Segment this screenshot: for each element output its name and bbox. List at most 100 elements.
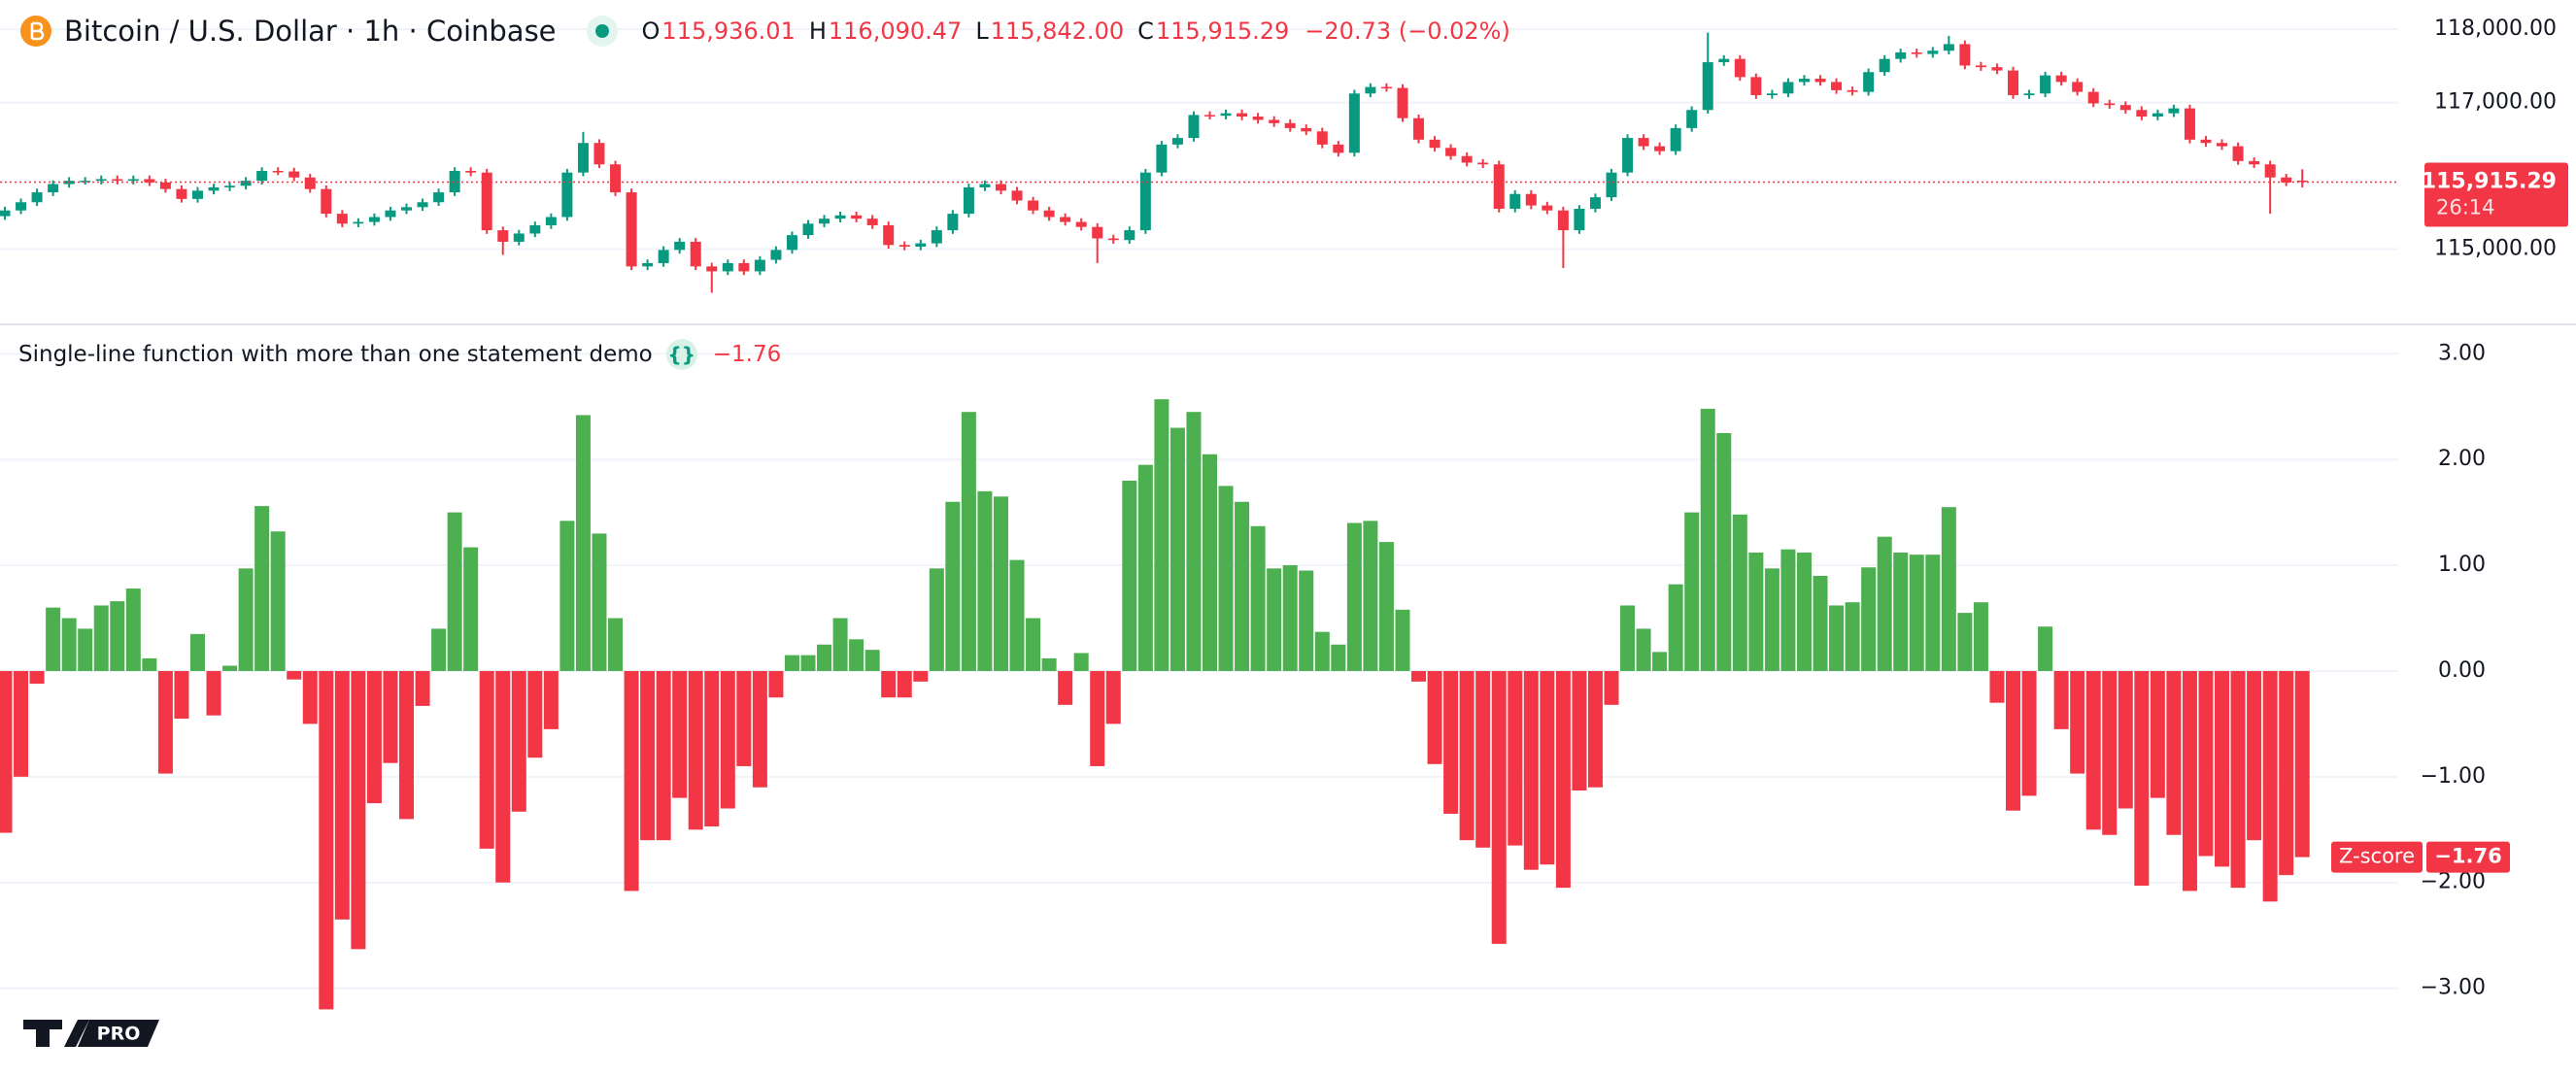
histogram-bar xyxy=(1203,454,1217,671)
histogram-bar xyxy=(736,670,752,766)
candle-body xyxy=(1798,79,1810,83)
candle-body xyxy=(1156,144,1168,173)
histogram-bar xyxy=(2294,670,2310,857)
source-code-icon[interactable]: {} xyxy=(665,339,697,370)
histogram-bar xyxy=(1331,644,1346,671)
candle-body xyxy=(1766,93,1778,96)
candle-body xyxy=(336,214,348,224)
labels: 115,000.00 117,000.00 118,000.00 115,915.29… xyxy=(2331,17,2568,1000)
candle-body xyxy=(802,223,814,236)
histogram-bar xyxy=(897,670,912,698)
candle-body xyxy=(915,243,927,247)
histogram-bar xyxy=(1555,670,1571,889)
histogram-bar xyxy=(189,633,205,671)
candle-body xyxy=(1380,86,1392,89)
histogram-bar xyxy=(1636,628,1651,671)
ohlc-value: 115,842.00 xyxy=(990,17,1125,45)
symbol-title[interactable]: Bitcoin / U.S. Dollar · 1h · Coinbase xyxy=(64,15,557,48)
last-price-box xyxy=(2424,162,2568,227)
indicator-legend: Single-line function with more than one … xyxy=(18,338,781,371)
candle-body xyxy=(1237,113,1248,118)
histogram-bar xyxy=(2166,670,2182,835)
candle-body xyxy=(1171,138,1183,145)
histogram-bar xyxy=(1235,501,1250,671)
candle-body xyxy=(2217,143,2228,147)
ohlc-value: 115,915.29 xyxy=(1155,17,1290,45)
candle-body xyxy=(176,188,187,199)
histogram-bar xyxy=(1154,399,1169,671)
change-label: −20.73 (−0.02%) xyxy=(1305,17,1510,45)
candle-body xyxy=(658,250,669,263)
histogram-bar xyxy=(672,670,688,798)
histogram-bar xyxy=(1668,584,1683,671)
histogram-bar xyxy=(351,670,366,950)
histogram-bar xyxy=(704,670,720,827)
candle-body xyxy=(256,171,268,182)
candle-body xyxy=(1220,113,1232,117)
candle-body xyxy=(2168,108,2180,114)
candle-body xyxy=(2008,70,2018,96)
histogram-bar xyxy=(511,670,526,812)
histogram-bar xyxy=(1250,525,1266,671)
histogram-bar xyxy=(913,670,929,682)
candle-body xyxy=(304,177,316,189)
histogram-bar xyxy=(2247,670,2262,841)
ohlc-key: H xyxy=(808,17,827,45)
candle-body xyxy=(1943,44,1954,51)
candle-body xyxy=(80,181,91,183)
indicator-title[interactable]: Single-line function with more than one … xyxy=(18,342,653,367)
candle-body xyxy=(754,259,765,272)
histogram-bar xyxy=(1973,602,1988,671)
candle-body xyxy=(2072,82,2084,92)
histogram-bar xyxy=(688,670,703,830)
y-tick-label: −2.00 xyxy=(2421,870,2486,894)
candle-body xyxy=(1927,50,1939,54)
candle-body xyxy=(401,207,412,211)
candle-body xyxy=(1301,127,1312,132)
candle-body xyxy=(2104,103,2116,106)
histogram-bar xyxy=(2134,670,2150,887)
histogram-bar xyxy=(575,415,591,671)
histogram-bar xyxy=(93,605,109,671)
histogram-bar xyxy=(1957,613,1973,671)
histogram-bar xyxy=(1780,549,1796,671)
ohlc-key: C xyxy=(1137,17,1154,45)
candle-body xyxy=(481,172,492,231)
histogram-bar xyxy=(624,670,639,891)
histogram-bar xyxy=(1764,568,1779,671)
candle-body xyxy=(1188,115,1200,139)
candle-body xyxy=(1204,115,1215,117)
histogram-bar xyxy=(2118,670,2133,809)
histogram-bar xyxy=(1058,670,1073,705)
histogram-bar xyxy=(1073,653,1089,671)
histogram-bar xyxy=(1299,570,1314,671)
histogram-bar xyxy=(817,644,832,671)
candle-body xyxy=(240,181,252,186)
histogram-bar xyxy=(1748,553,1764,671)
candle-body xyxy=(819,219,830,224)
histogram-bar xyxy=(2198,670,2214,857)
histogram-bar xyxy=(849,639,864,671)
candle-body xyxy=(433,192,445,203)
candle-body xyxy=(593,143,605,165)
candle-body xyxy=(738,262,750,272)
bitcoin-glyph xyxy=(30,21,45,41)
candle-body xyxy=(1895,51,1907,59)
histogram-bar xyxy=(1186,412,1202,671)
marks xyxy=(0,32,2398,1010)
logo-badge xyxy=(78,1020,159,1047)
histogram-bar xyxy=(2279,670,2294,876)
candle-body xyxy=(1542,205,1553,211)
symbol-icon xyxy=(20,16,51,47)
candle-body xyxy=(321,188,332,215)
candle-body xyxy=(1782,82,1794,94)
histogram-bar xyxy=(864,650,880,671)
candle-body xyxy=(0,210,11,217)
histogram-bar xyxy=(2021,670,2037,796)
histogram-bar xyxy=(1137,464,1153,671)
histogram-bar xyxy=(881,670,897,698)
histogram-bar xyxy=(1026,618,1041,671)
ohlc-value: 115,936.01 xyxy=(661,17,796,45)
histogram-bar xyxy=(125,588,141,671)
histogram-bar xyxy=(46,607,61,671)
